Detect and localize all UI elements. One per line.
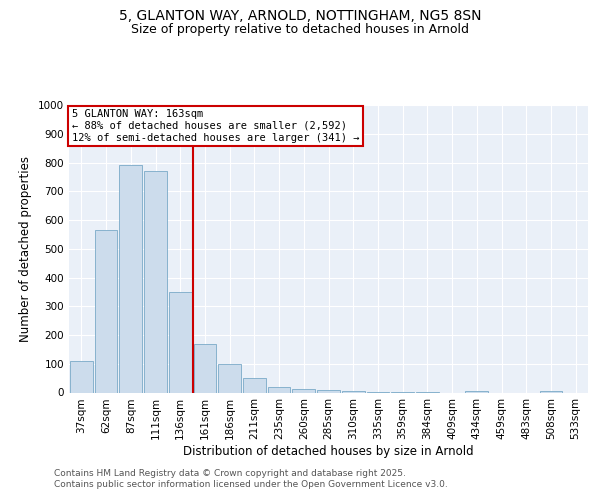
Bar [268,388,290,392]
Text: Size of property relative to detached houses in Arnold: Size of property relative to detached ho… [131,22,469,36]
Text: Contains HM Land Registry data © Crown copyright and database right 2025.: Contains HM Land Registry data © Crown c… [54,469,406,478]
Bar [70,361,93,392]
Bar [292,389,315,392]
Bar [169,292,191,392]
Text: 5, GLANTON WAY, ARNOLD, NOTTINGHAM, NG5 8SN: 5, GLANTON WAY, ARNOLD, NOTTINGHAM, NG5 … [119,9,481,23]
Bar [144,171,167,392]
Bar [243,378,266,392]
Text: 5 GLANTON WAY: 163sqm
← 88% of detached houses are smaller (2,592)
12% of semi-d: 5 GLANTON WAY: 163sqm ← 88% of detached … [71,110,359,142]
X-axis label: Distribution of detached houses by size in Arnold: Distribution of detached houses by size … [183,445,474,458]
Bar [466,391,488,392]
Bar [95,230,118,392]
Bar [342,391,365,392]
Bar [539,391,562,392]
Bar [119,166,142,392]
Bar [194,344,216,392]
Bar [218,364,241,392]
Y-axis label: Number of detached properties: Number of detached properties [19,156,32,342]
Text: Contains public sector information licensed under the Open Government Licence v3: Contains public sector information licen… [54,480,448,489]
Bar [317,390,340,392]
